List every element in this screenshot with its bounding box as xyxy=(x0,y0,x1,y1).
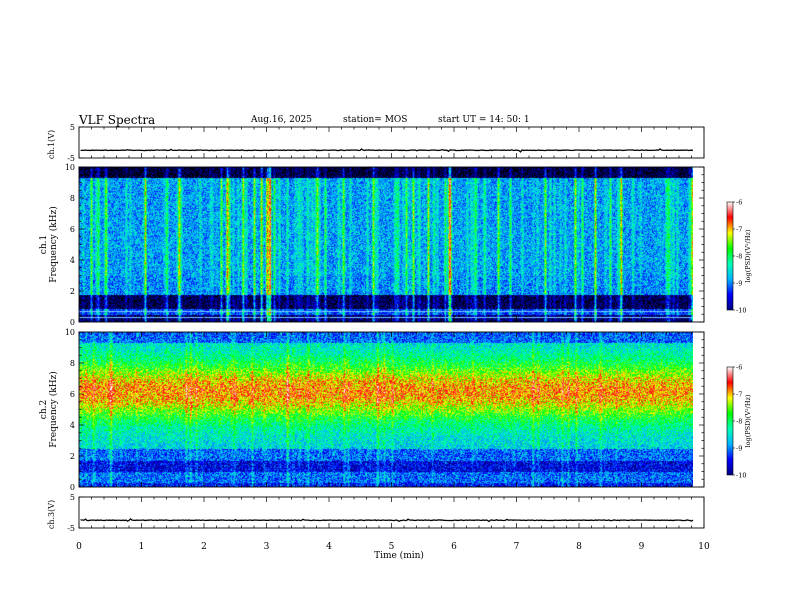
y-tick-label: 2 xyxy=(70,287,75,296)
y-tick-label: 8 xyxy=(70,194,75,203)
y-tick-label: 8 xyxy=(70,359,75,368)
date-label: Aug.16, 2025 xyxy=(251,115,312,125)
y-axis-label-line: ch.1(V) xyxy=(47,130,56,159)
y-axis-label: ch.3(V) xyxy=(47,500,56,529)
y-tick-label: 6 xyxy=(70,225,75,234)
x-tick-label: 6 xyxy=(451,542,457,552)
x-tick-label: 4 xyxy=(326,542,332,552)
y-tick-label: -5 xyxy=(67,154,75,163)
y-tick-label: 0 xyxy=(70,318,75,327)
y-tick-label: 5 xyxy=(70,493,75,502)
ch3-voltage-panel: 5 -5 ch.3(V) xyxy=(47,493,705,533)
colorbar-tick-label: -8 xyxy=(736,253,742,261)
x-tick-label: 7 xyxy=(514,542,520,552)
colorbar-bar xyxy=(726,201,734,311)
y-axis-label-line: Frequency (kHz) xyxy=(48,206,59,283)
colorbar-tick-label: -9 xyxy=(736,280,742,288)
x-tick-label: 5 xyxy=(389,542,395,552)
x-tick-label: 8 xyxy=(576,542,582,552)
x-tick-label: 10 xyxy=(698,542,710,552)
spectrogram-image xyxy=(79,167,693,322)
colorbar-tick-label: -8 xyxy=(736,418,742,426)
start-time-label: start UT = 14: 50: 1 xyxy=(438,115,530,125)
colorbar-tick-label: -9 xyxy=(736,445,742,453)
x-tick-label: 9 xyxy=(639,542,645,552)
colorbar-bar xyxy=(726,366,734,476)
y-tick-label: 4 xyxy=(70,256,75,265)
colorbar-tick-label: -6 xyxy=(736,364,742,372)
ch2-colorbar: -6 -7 -8 -9 -10 log(PSD)(V²/Hz) xyxy=(726,364,752,480)
ch1-voltage-panel: 5 -5 ch.1(V) xyxy=(47,123,705,163)
colorbar-tick-label: -7 xyxy=(736,391,742,399)
y-axis-label-line: Frequency (kHz) xyxy=(48,371,59,448)
y-axis-label: ch.1(V) xyxy=(47,130,56,159)
colorbar-label: log(PSD)(V²/Hz) xyxy=(744,229,752,282)
y-tick-label: 5 xyxy=(70,123,75,132)
x-axis-label: Time (min) xyxy=(374,550,424,561)
x-tick-label: 1 xyxy=(139,542,145,552)
x-tick-label: 0 xyxy=(76,542,82,552)
figure-title: VLF Spectra xyxy=(79,113,156,127)
y-tick-label: 10 xyxy=(65,163,75,172)
ch1-colorbar: -6 -7 -8 -9 -10 log(PSD)(V²/Hz) xyxy=(726,199,752,315)
x-tick-label: 2 xyxy=(201,542,207,552)
y-tick-label: 4 xyxy=(70,421,75,430)
voltage-trace xyxy=(80,148,694,153)
colorbar-tick-label: -10 xyxy=(736,472,746,480)
time-axis: 0 1 2 3 4 5 6 7 8 9 10 Time (min) xyxy=(76,542,710,561)
y-axis-label-line: ch.1 xyxy=(39,235,49,254)
station-label: station= MOS xyxy=(343,115,408,125)
y-axis-label-line: ch.2 xyxy=(39,400,49,419)
y-tick-label: -5 xyxy=(67,524,75,533)
y-axis-label: ch.1Frequency (kHz) xyxy=(39,206,59,283)
colorbar-tick-label: -6 xyxy=(736,199,742,207)
y-tick-label: 0 xyxy=(70,483,75,492)
y-axis-label: ch.2Frequency (kHz) xyxy=(39,371,59,448)
ch2-spectrogram-panel: 0 2 4 6 8 10 ch.2Frequency (kHz) xyxy=(39,328,705,492)
spectrogram-image xyxy=(79,332,693,487)
colorbar-label: log(PSD)(V²/Hz) xyxy=(744,394,752,447)
x-tick-label: 3 xyxy=(264,542,270,552)
ch1-spectrogram-panel: 0 2 4 6 8 10 ch.1Frequency (kHz) xyxy=(39,163,705,327)
y-tick-label: 6 xyxy=(70,390,75,399)
y-axis-label-line: ch.3(V) xyxy=(47,500,56,529)
colorbar-tick-label: -7 xyxy=(736,226,742,234)
voltage-trace xyxy=(80,517,694,523)
y-tick-label: 2 xyxy=(70,452,75,461)
y-tick-label: 10 xyxy=(65,328,75,337)
colorbar-tick-label: -10 xyxy=(736,307,746,315)
